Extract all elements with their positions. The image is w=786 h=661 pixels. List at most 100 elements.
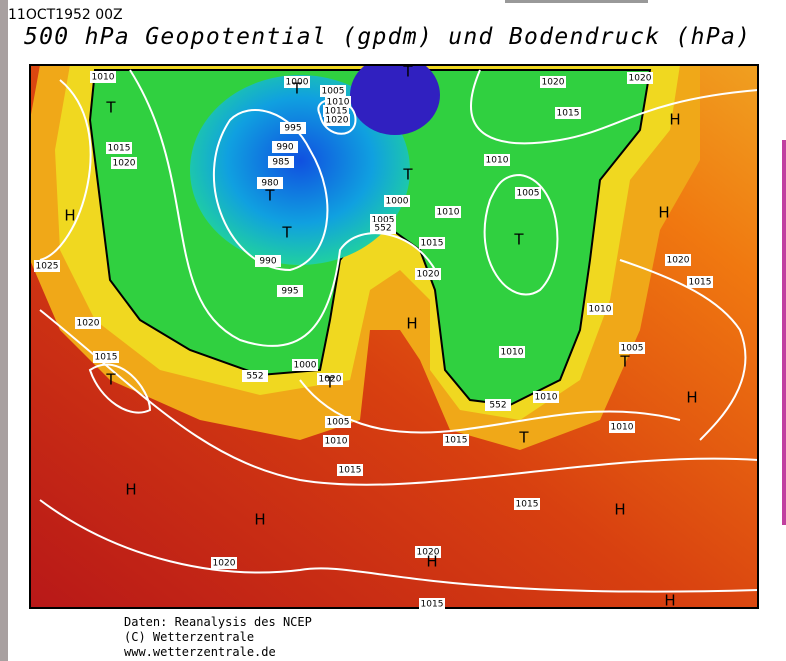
map-frame bbox=[29, 64, 759, 609]
label-box bbox=[435, 206, 461, 218]
isobar-label: 1020 bbox=[542, 78, 565, 88]
label-box bbox=[268, 156, 294, 168]
isobar-label: 1010 bbox=[92, 73, 115, 83]
label-box bbox=[587, 303, 613, 315]
isobar-label: 1020 bbox=[667, 256, 690, 266]
isobar-label: 1015 bbox=[108, 144, 131, 154]
pressure-system: H bbox=[406, 315, 417, 333]
pressure-system: T bbox=[105, 371, 116, 389]
isobar-label: 1015 bbox=[325, 107, 348, 117]
pressure-system: T bbox=[324, 374, 335, 392]
pressure-system: H bbox=[614, 501, 625, 519]
isobar bbox=[39, 79, 92, 261]
pressure-system: H bbox=[125, 481, 136, 499]
isobar-label: 552 bbox=[374, 224, 391, 234]
isobar-label: 552 bbox=[489, 401, 506, 411]
pressure-system: T bbox=[402, 63, 413, 81]
label-box bbox=[419, 237, 445, 249]
isobar-label: 1020 bbox=[319, 375, 342, 385]
isobar bbox=[39, 499, 758, 593]
isobar-label: 1010 bbox=[611, 423, 634, 433]
isobar-label: 1015 bbox=[95, 353, 118, 363]
isobar bbox=[317, 99, 357, 135]
label-box bbox=[323, 435, 349, 447]
isobar-label: 985 bbox=[272, 158, 289, 168]
label-box bbox=[242, 370, 268, 382]
label-box bbox=[665, 254, 691, 266]
isobar bbox=[619, 259, 747, 441]
title: 500 hPa Geopotential (gpdm) und Bodendru… bbox=[24, 24, 750, 50]
isobar-label: 1020 bbox=[326, 116, 349, 126]
pressure-system: T bbox=[513, 231, 524, 249]
label-box bbox=[325, 416, 351, 428]
pressure-system: H bbox=[658, 204, 669, 222]
label-box bbox=[415, 546, 441, 558]
isobar-label: 1005 bbox=[372, 216, 395, 226]
isobar-label: 1010 bbox=[535, 393, 558, 403]
isobar-label: 1020 bbox=[417, 548, 440, 558]
isobar-label: 1010 bbox=[501, 348, 524, 358]
label-box bbox=[255, 255, 281, 267]
pressure-system: H bbox=[686, 389, 697, 407]
label-box bbox=[499, 346, 525, 358]
isobar bbox=[39, 309, 758, 486]
label-box bbox=[515, 187, 541, 199]
isobar-label: 1005 bbox=[322, 87, 345, 97]
label-box bbox=[540, 76, 566, 88]
label-box bbox=[687, 276, 713, 288]
isobar bbox=[483, 173, 559, 296]
pressure-system: T bbox=[291, 80, 302, 98]
pressure-system: T bbox=[281, 224, 292, 242]
isobar-label: 1020 bbox=[113, 159, 136, 169]
isobar-label: 1010 bbox=[589, 305, 612, 315]
label-box bbox=[75, 317, 101, 329]
label-box bbox=[211, 557, 237, 569]
isobar bbox=[88, 363, 152, 414]
isobar-label: 990 bbox=[276, 143, 293, 153]
pressure-system: H bbox=[664, 592, 675, 610]
isobar-label: 1015 bbox=[689, 278, 712, 288]
isobar bbox=[299, 379, 681, 434]
label-box bbox=[324, 114, 350, 126]
pressure-system: T bbox=[402, 166, 413, 184]
isobar-label: 1000 bbox=[386, 197, 409, 207]
label-box bbox=[320, 85, 346, 97]
pressure-system: H bbox=[426, 553, 437, 571]
label-box bbox=[90, 71, 116, 83]
label-box bbox=[370, 222, 396, 234]
pressure-system: T bbox=[518, 429, 529, 447]
isobar-label: 1015 bbox=[421, 600, 444, 610]
footer-line: www.wetterzentrale.de bbox=[124, 645, 276, 659]
isobar bbox=[213, 109, 329, 272]
pressure-system: T bbox=[105, 99, 116, 117]
isobar-label: 1020 bbox=[417, 270, 440, 280]
label-box bbox=[111, 157, 137, 169]
label-box bbox=[106, 142, 132, 154]
left-border bbox=[0, 0, 8, 661]
label-box bbox=[292, 359, 318, 371]
isobar-label: 1005 bbox=[517, 189, 540, 199]
pressure-system: T bbox=[264, 187, 275, 205]
isobar-label: 1010 bbox=[486, 156, 509, 166]
isobar-label: 1000 bbox=[286, 78, 309, 88]
isobar bbox=[470, 69, 758, 145]
date: 11OCT1952 00Z bbox=[8, 7, 123, 23]
isobar-label: 990 bbox=[259, 257, 276, 267]
isobar-label: 1015 bbox=[339, 466, 362, 476]
label-box bbox=[443, 434, 469, 446]
isobar-label: 1015 bbox=[516, 500, 539, 510]
label-box bbox=[93, 351, 119, 363]
top-tab bbox=[505, 0, 648, 3]
label-box bbox=[485, 399, 511, 411]
label-box bbox=[609, 421, 635, 433]
isobar-label: 1010 bbox=[437, 208, 460, 218]
isobar-label: 995 bbox=[284, 124, 301, 134]
isobar-label: 1020 bbox=[77, 319, 100, 329]
isobar-label: 552 bbox=[246, 372, 263, 382]
isobar-label: 1025 bbox=[36, 262, 59, 272]
label-box bbox=[257, 177, 283, 189]
label-box bbox=[34, 260, 60, 272]
label-box bbox=[484, 154, 510, 166]
label-box bbox=[419, 598, 445, 610]
